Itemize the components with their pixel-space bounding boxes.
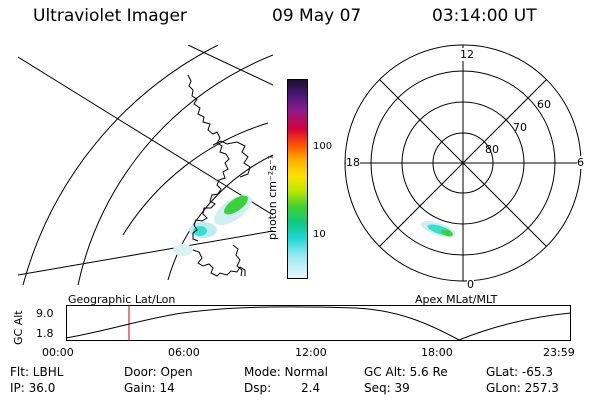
info-mode: Mode: Normal — [244, 365, 328, 379]
timeline-xtick-0000: 00:00 — [42, 346, 74, 359]
lat-circle-1 — [122, 122, 269, 236]
timeline-right-title: Apex MLat/MLT — [415, 293, 498, 306]
info-gain: Gain: 14 — [124, 381, 175, 395]
info-door: Door: Open — [124, 365, 193, 379]
colorbar-tick-10: 10 — [313, 229, 326, 240]
lat-label-80: 80 — [485, 143, 499, 156]
polar-plot — [344, 44, 582, 282]
altitude-curve — [66, 306, 571, 341]
mlt-label-6: 6 — [577, 156, 584, 169]
geographic-map — [18, 45, 273, 285]
info-gc-alt: GC Alt: 5.6 Re — [364, 365, 448, 379]
meridian-2 — [18, 230, 273, 276]
timeline-left-title: Geographic Lat/Lon — [68, 293, 176, 306]
timeline-y-axis-label: GC Alt — [12, 310, 25, 345]
lat-circle-4 — [22, 45, 219, 285]
timeline-ytick-1.8: 1.8 — [36, 327, 54, 340]
lat-circle-3 — [77, 54, 273, 285]
lat-circle-2 — [167, 154, 273, 281]
coastline — [187, 74, 230, 242]
info-dsp-value: 2.4 — [301, 381, 321, 395]
info-flt: Flt: LBHL — [10, 365, 64, 379]
timeline-ytick-9: 9.0 — [36, 307, 54, 320]
colorbar — [287, 79, 308, 279]
meridian-3 — [187, 45, 273, 86]
mlt-label-18: 18 — [346, 156, 360, 169]
info-glat: GLat: -65.3 — [486, 365, 553, 379]
info-seq: Seq: 39 — [364, 381, 410, 395]
info-dsp-label: Dsp: — [244, 381, 272, 395]
timeline-xtick-2359: 23:59 — [543, 346, 575, 359]
instrument-title: Ultraviolet Imager — [33, 6, 187, 26]
mlt-label-0: 0 — [467, 278, 474, 291]
colorbar-tick-100: 100 — [313, 141, 333, 152]
colorbar-label: photon cm⁻²s⁻¹ — [266, 154, 279, 240]
timeline-plot — [66, 305, 571, 341]
timeline-xtick-1200: 12:00 — [295, 346, 327, 359]
time-label: 03:14:00 UT — [432, 6, 537, 26]
date-label: 09 May 07 — [272, 6, 362, 26]
timeline-xtick-0600: 06:00 — [168, 346, 200, 359]
mlt-label-12: 12 — [460, 48, 474, 61]
lat-label-70: 70 — [513, 121, 527, 134]
info-ip: IP: 36.0 — [10, 381, 56, 395]
info-glon: GLon: 257.3 — [486, 381, 559, 395]
meridian-1 — [18, 56, 273, 216]
timeline-xtick-1800: 18:00 — [421, 346, 453, 359]
lat-label-60: 60 — [537, 98, 551, 111]
